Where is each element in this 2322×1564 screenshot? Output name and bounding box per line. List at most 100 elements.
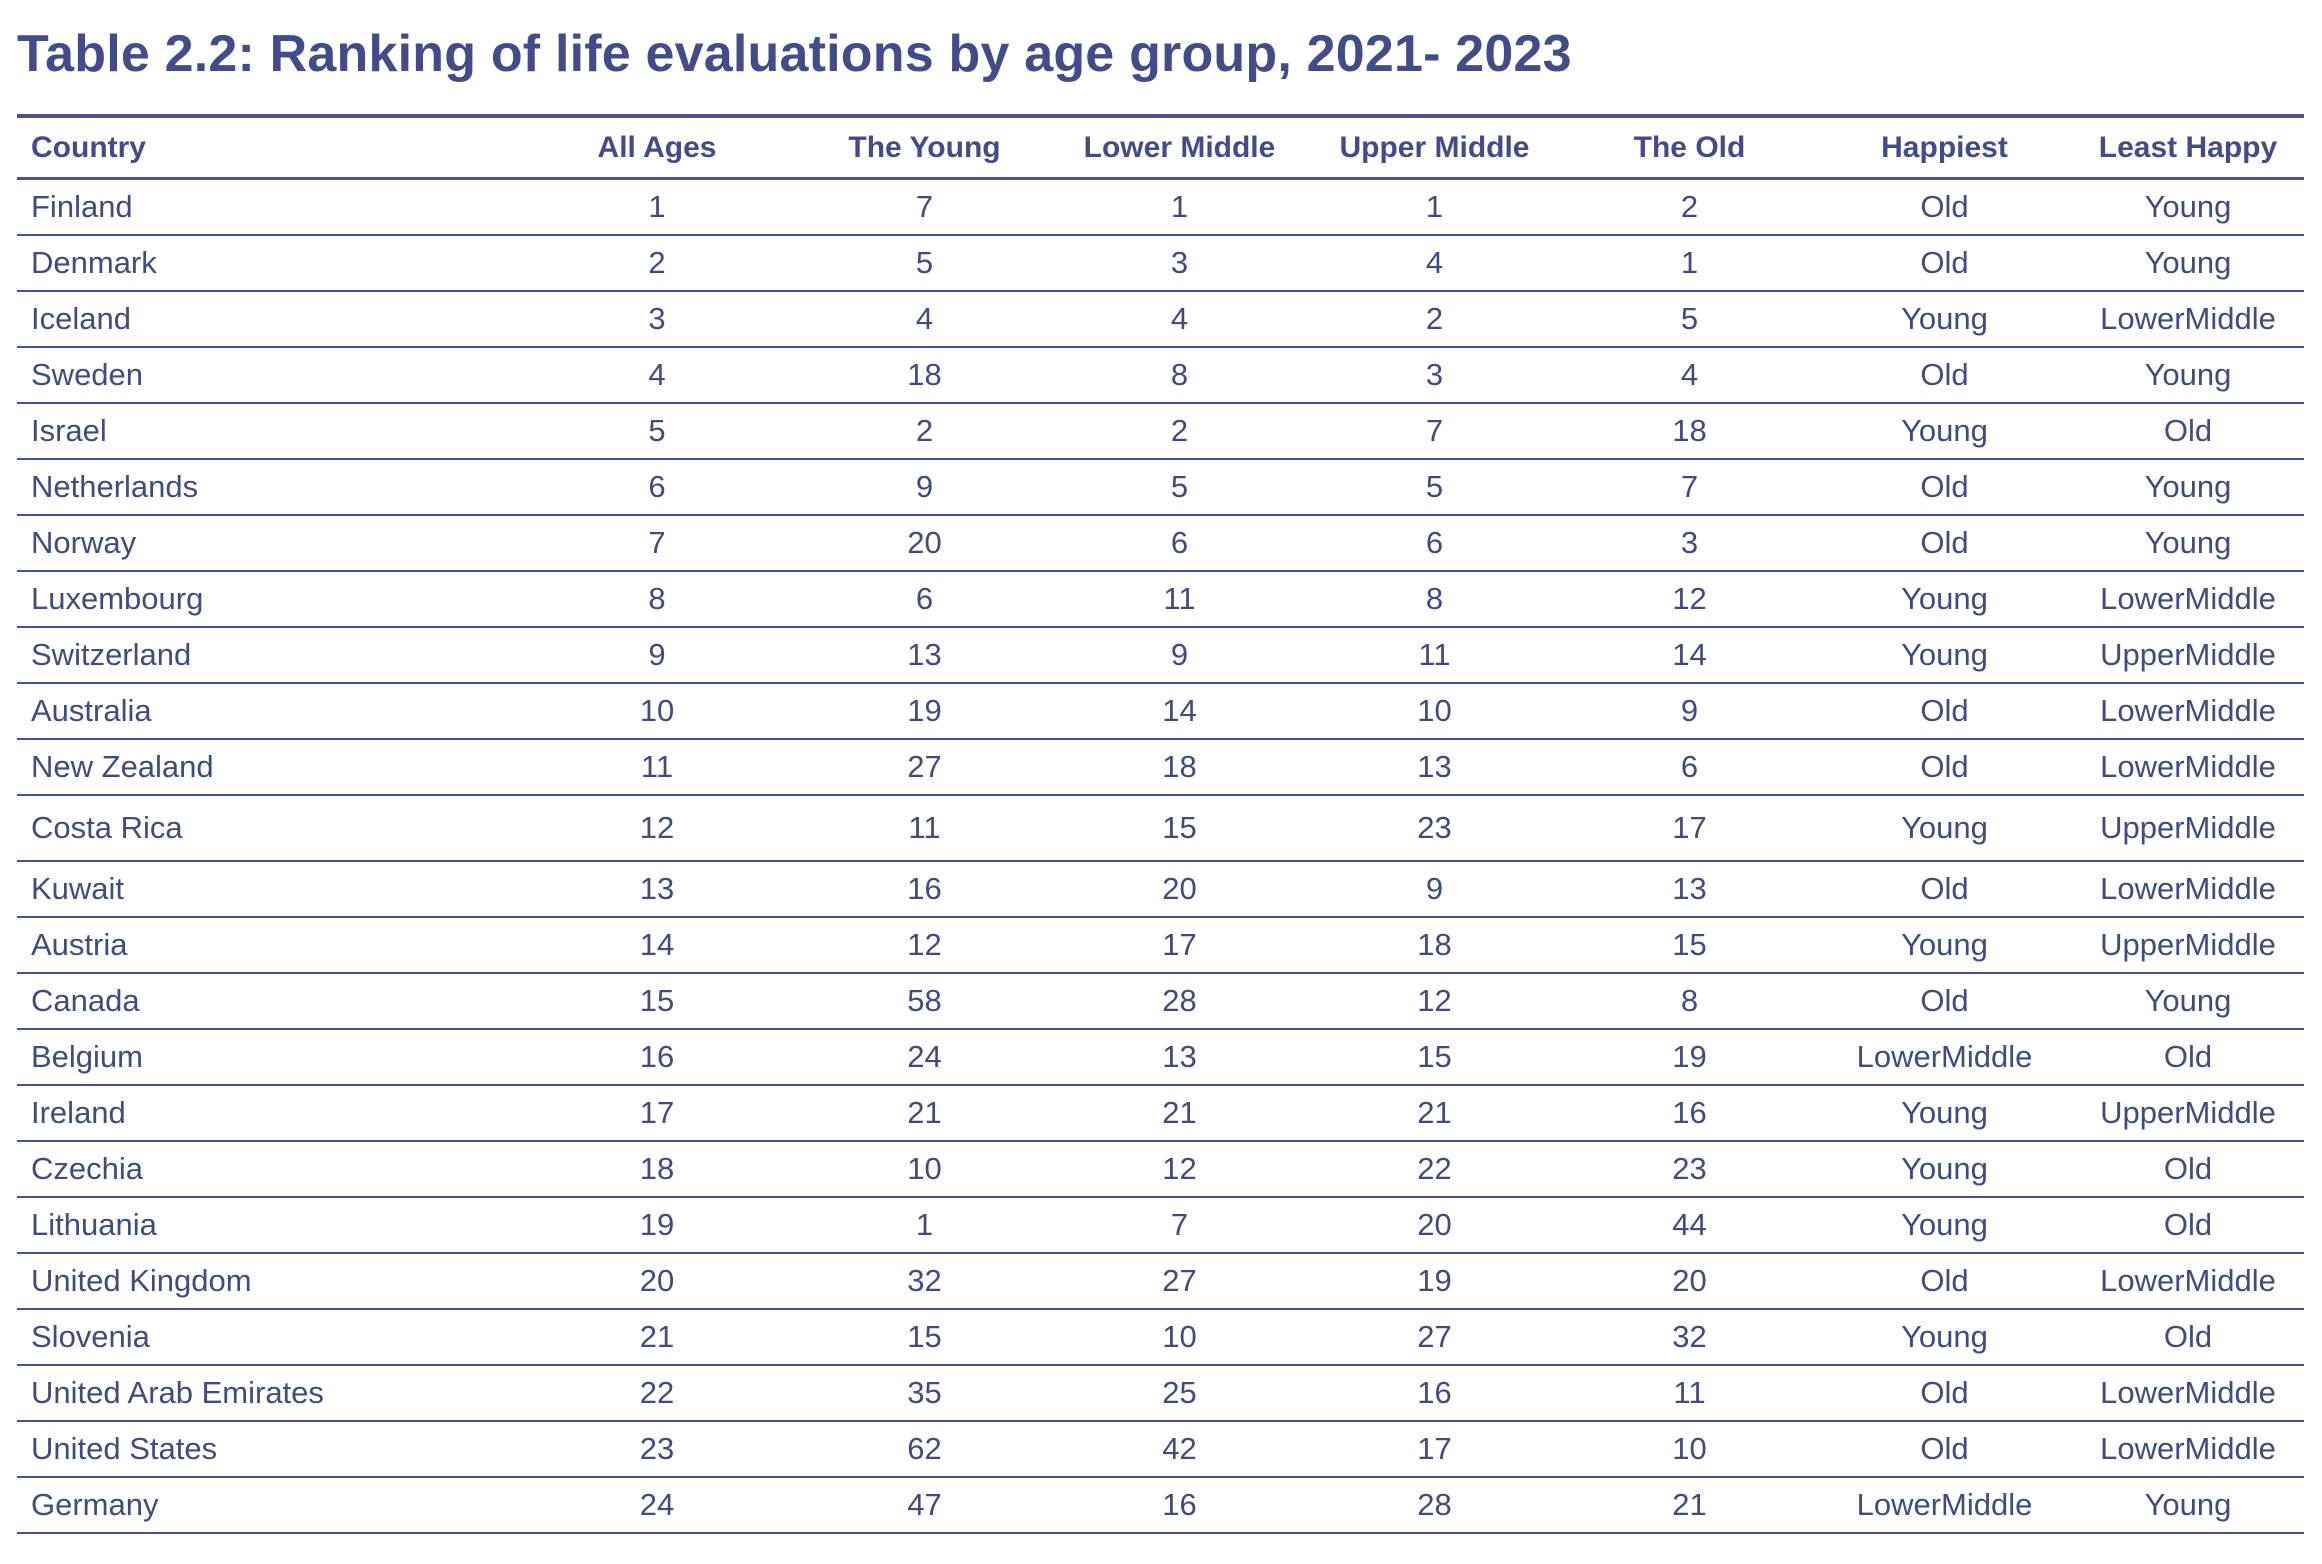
least-happy-cell: Young	[2144, 525, 2232, 560]
country-cell: Czechia	[31, 1151, 143, 1186]
the-old-cell: 1	[1680, 245, 1699, 280]
table-row: Iceland 3 4 4 2 5 Young LowerMiddle	[17, 292, 2304, 348]
all-ages-cell: 19	[639, 1207, 675, 1242]
upper-middle-cell: 1	[1425, 189, 1444, 224]
all-ages-cell: 17	[639, 1095, 675, 1130]
least-happy-cell: Young	[2144, 189, 2232, 224]
all-ages-cell: 4	[648, 357, 666, 392]
lower-middle-cell: 17	[1162, 927, 1197, 962]
lower-middle-cell: 12	[1162, 1151, 1197, 1186]
upper-middle-cell: 4	[1425, 245, 1444, 280]
happiest-cell: Old	[1920, 1375, 1969, 1410]
country-cell: Lithuania	[31, 1207, 157, 1242]
all-ages-cell: 11	[640, 749, 674, 784]
least-happy-cell: LowerMiddle	[2100, 1431, 2276, 1466]
all-ages-cell: 20	[639, 1263, 675, 1298]
table-row: New Zealand 11 27 18 13 6 Old LowerMiddle	[17, 740, 2304, 796]
the-young-cell: 1	[915, 1207, 934, 1242]
happiest-cell: Old	[1920, 871, 1969, 906]
the-old-cell: 5	[1680, 301, 1699, 336]
happiest-cell: Young	[1901, 927, 1988, 962]
lower-middle-cell: 9	[1170, 637, 1189, 672]
the-young-cell: 5	[915, 245, 934, 280]
country-cell: Finland	[31, 189, 133, 224]
lower-middle-cell: 11	[1163, 581, 1196, 616]
country-cell: Australia	[31, 693, 152, 728]
table-row: Lithuania 19 1 7 20 44 Young Old	[17, 1198, 2304, 1254]
all-ages-cell: 15	[639, 983, 675, 1018]
column-header-all-ages: All Ages	[597, 130, 717, 164]
the-old-cell: 16	[1672, 1095, 1707, 1130]
all-ages-cell: 18	[639, 1151, 675, 1186]
all-ages-cell: 2	[648, 245, 666, 280]
upper-middle-cell: 20	[1417, 1207, 1452, 1242]
all-ages-cell: 6	[648, 469, 666, 504]
all-ages-cell: 23	[639, 1431, 675, 1466]
happiest-cell: Young	[1901, 1207, 1988, 1242]
the-old-cell: 23	[1672, 1151, 1707, 1186]
upper-middle-cell: 7	[1425, 413, 1444, 448]
the-young-cell: 35	[907, 1375, 942, 1410]
the-old-cell: 9	[1680, 693, 1699, 728]
table-row: Norway 7 20 6 6 3 Old Young	[17, 516, 2304, 572]
all-ages-cell: 1	[648, 189, 666, 224]
column-header-happiest: Happiest	[1881, 130, 2008, 164]
lower-middle-cell: 6	[1170, 525, 1189, 560]
the-old-cell: 11	[1673, 1375, 1706, 1410]
all-ages-cell: 8	[648, 581, 666, 616]
happiest-cell: Young	[1901, 581, 1988, 616]
the-young-cell: 58	[907, 983, 942, 1018]
the-old-cell: 17	[1672, 810, 1707, 845]
country-cell: New Zealand	[31, 749, 214, 784]
table-row: United Arab Emirates 22 35 25 16 11 Old LowerMi…	[17, 1366, 2304, 1422]
least-happy-cell: LowerMiddle	[2100, 749, 2276, 784]
the-young-cell: 24	[907, 1039, 942, 1074]
upper-middle-cell: 27	[1417, 1319, 1452, 1354]
the-old-cell: 18	[1672, 413, 1707, 448]
table-row: United Kingdom 20 32 27 19 20 Old LowerMiddle	[17, 1254, 2304, 1310]
happiest-cell: LowerMiddle	[1856, 1039, 2033, 1074]
the-young-cell: 32	[907, 1263, 942, 1298]
country-cell: Belgium	[31, 1039, 143, 1074]
lower-middle-cell: 14	[1162, 693, 1197, 728]
least-happy-cell: LowerMiddle	[2100, 301, 2276, 336]
country-cell: Slovenia	[31, 1319, 150, 1354]
column-header-the-young: The Young	[848, 130, 1001, 164]
happiest-cell: Young	[1901, 413, 1988, 448]
the-young-cell: 21	[907, 1095, 942, 1130]
the-young-cell: 16	[907, 871, 942, 906]
the-young-cell: 19	[907, 693, 942, 728]
upper-middle-cell: 19	[1417, 1263, 1452, 1298]
all-ages-cell: 7	[648, 525, 666, 560]
table-row: United States 23 62 42 17 10 Old LowerMiddle	[17, 1422, 2304, 1478]
all-ages-cell: 13	[639, 871, 675, 906]
least-happy-cell: Old	[2163, 1039, 2213, 1074]
country-cell: United Kingdom	[31, 1263, 252, 1298]
country-cell: Austria	[31, 927, 128, 962]
column-header-upper-middle: Upper Middle	[1339, 130, 1530, 164]
the-old-cell: 21	[1672, 1487, 1707, 1522]
all-ages-cell: 16	[639, 1039, 675, 1074]
upper-middle-cell: 15	[1417, 1039, 1452, 1074]
upper-middle-cell: 6	[1425, 525, 1444, 560]
happiest-cell: Old	[1920, 357, 1969, 392]
country-cell: Denmark	[31, 245, 157, 280]
happiest-cell: Young	[1901, 1095, 1988, 1130]
the-young-cell: 9	[915, 469, 934, 504]
the-old-cell: 15	[1672, 927, 1707, 962]
country-cell: Costa Rica	[31, 810, 183, 845]
all-ages-cell: 14	[639, 927, 675, 962]
the-young-cell: 62	[907, 1431, 942, 1466]
table-row: Netherlands 6 9 5 5 7 Old Young	[17, 460, 2304, 516]
the-old-cell: 8	[1680, 983, 1699, 1018]
country-cell: Israel	[31, 413, 107, 448]
lower-middle-cell: 3	[1170, 245, 1189, 280]
the-young-cell: 15	[907, 1319, 942, 1354]
least-happy-cell: LowerMiddle	[2100, 1263, 2276, 1298]
upper-middle-cell: 18	[1417, 927, 1452, 962]
lower-middle-cell: 25	[1162, 1375, 1197, 1410]
the-young-cell: 10	[907, 1151, 942, 1186]
the-young-cell: 20	[907, 525, 942, 560]
all-ages-cell: 22	[639, 1375, 675, 1410]
least-happy-cell: LowerMiddle	[2100, 693, 2276, 728]
